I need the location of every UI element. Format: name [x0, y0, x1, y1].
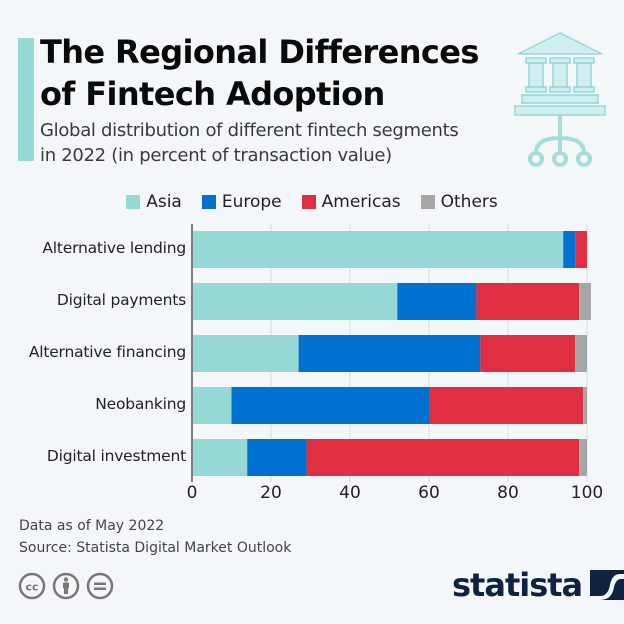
title-line-2: of Fintech Adoption: [40, 75, 385, 113]
legend-label: Europe: [221, 192, 282, 212]
page-title: The Regional Differences of Fintech Adop…: [40, 31, 510, 115]
bar-segment-europe: [563, 231, 576, 268]
x-tick-label: 40: [339, 483, 361, 503]
brand-name: statista: [452, 566, 583, 604]
bar-segment-americas: [306, 439, 580, 476]
bar-segment-europe: [247, 439, 307, 476]
bar-segment-americas: [575, 231, 587, 268]
legend-swatch-others: [420, 195, 435, 209]
bar-segment-others: [579, 283, 591, 320]
statista-wave-icon: [590, 570, 624, 600]
license-icons: cc: [18, 572, 114, 600]
subtitle-line-2: in 2022 (in percent of transaction value…: [40, 145, 392, 166]
footer-note: Data as of May 2022 Source: Statista Dig…: [19, 515, 291, 559]
x-tick-label: 100: [570, 483, 604, 503]
bank-building-icon: [514, 32, 606, 167]
legend-label: Others: [440, 192, 498, 212]
bar-segment-americas: [429, 387, 584, 424]
cc-icon[interactable]: cc: [18, 572, 46, 600]
statista-logo[interactable]: statista: [452, 567, 624, 603]
legend-label: Americas: [321, 192, 401, 212]
bar-segment-others: [579, 439, 587, 476]
title-line-1: The Regional Differences: [40, 33, 479, 71]
legend-item-others: Others: [420, 192, 498, 212]
category-label: Alternative lending: [42, 239, 186, 257]
accent-bar: [18, 38, 34, 161]
legend-swatch-europe: [201, 195, 216, 209]
category-label: Digital payments: [56, 291, 186, 309]
subtitle: Global distribution of different fintech…: [40, 118, 510, 168]
x-tick-label: 80: [497, 483, 519, 503]
legend-item-americas: Americas: [301, 192, 401, 212]
legend-swatch-americas: [301, 195, 316, 209]
category-label: Alternative financing: [28, 343, 186, 361]
x-tick-label: 20: [260, 483, 282, 503]
bar-segment-asia: [193, 283, 399, 320]
legend-item-europe: Europe: [201, 192, 282, 212]
category-label: Neobanking: [95, 395, 186, 413]
subtitle-line-1: Global distribution of different fintech…: [40, 120, 459, 141]
bar-segment-asia: [193, 231, 565, 268]
x-tick-label: 60: [418, 483, 440, 503]
bar-segment-europe: [298, 335, 481, 372]
bar-segment-asia: [193, 387, 233, 424]
attribution-icon[interactable]: [52, 572, 80, 600]
data-date-note: Data as of May 2022: [19, 518, 165, 534]
legend-label: Asia: [146, 192, 182, 212]
legend-swatch-asia: [126, 195, 141, 209]
no-derivatives-icon[interactable]: [86, 572, 114, 600]
bar-segment-americas: [480, 335, 576, 372]
bar-segment-americas: [476, 283, 580, 320]
legend-item-asia: Asia: [126, 192, 182, 212]
source-note: Source: Statista Digital Market Outlook: [19, 540, 292, 556]
bar-segment-asia: [193, 439, 249, 476]
category-label: Digital investment: [46, 447, 186, 465]
bar-segment-europe: [397, 283, 477, 320]
bar-segment-others: [575, 335, 587, 372]
chart-legend: Asia Europe Americas Others: [0, 192, 624, 212]
svg-text:cc: cc: [25, 581, 38, 594]
x-tick-label: 0: [186, 483, 198, 503]
bar-segment-others: [583, 387, 587, 424]
bar-segment-europe: [231, 387, 429, 424]
bar-segment-asia: [193, 335, 300, 372]
